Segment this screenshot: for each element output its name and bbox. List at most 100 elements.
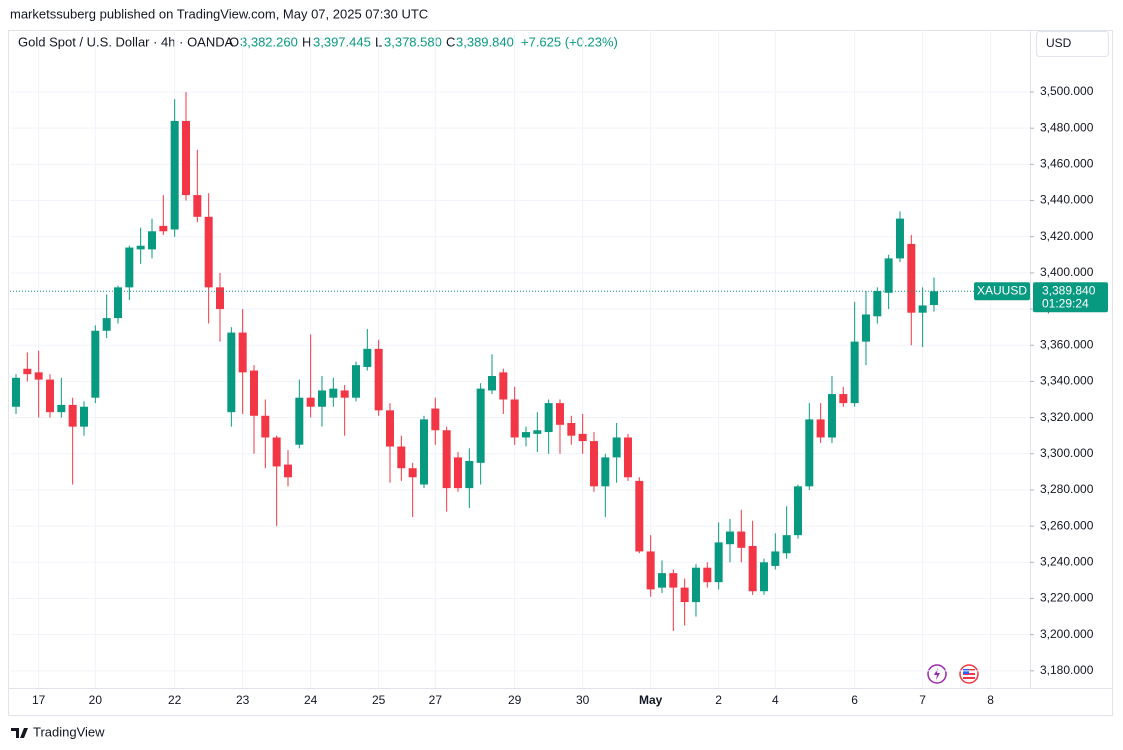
candle-body [567, 423, 576, 436]
candle-body [748, 546, 757, 592]
candle-body [691, 567, 700, 603]
candle-body [850, 341, 859, 404]
candle-body [261, 415, 270, 438]
candle-body [102, 318, 111, 331]
candle-body [861, 314, 870, 342]
candles [12, 92, 938, 632]
candle-body [68, 404, 77, 427]
x-tick-label: 25 [372, 693, 386, 707]
y-tick-label: 3,420.000 [1040, 229, 1094, 243]
y-tick-label: 3,400.000 [1040, 265, 1094, 279]
candle-body [215, 287, 224, 310]
x-tick-label: May [639, 693, 663, 707]
candle-body [125, 247, 134, 288]
candle-body [408, 468, 417, 478]
currency-label: USD [1046, 36, 1072, 50]
event-icon-glyph [934, 668, 940, 680]
open-value: 3,382.260 [240, 34, 298, 49]
candle-body [839, 394, 848, 404]
candle-body [782, 535, 791, 554]
flag-canton [963, 669, 969, 674]
candle-body [295, 397, 304, 445]
candle-body [45, 379, 54, 413]
price-tag-countdown: 01:29:24 [1042, 296, 1089, 310]
candle-body [793, 486, 802, 536]
x-tick-label: 20 [89, 693, 103, 707]
candle-body [397, 446, 406, 469]
candle-body [714, 542, 723, 583]
y-tick-label: 3,480.000 [1040, 120, 1094, 134]
x-tick-label: 23 [236, 693, 250, 707]
y-tick-label: 3,220.000 [1040, 591, 1094, 605]
price-tag-value: 3,389.840 [1042, 283, 1096, 297]
candle-body [725, 531, 734, 545]
y-tick-label: 3,360.000 [1040, 337, 1094, 351]
currency-box[interactable] [1036, 31, 1109, 57]
x-tick-label: 4 [772, 693, 779, 707]
chart-frame [8, 30, 1113, 716]
candle-body [805, 419, 814, 487]
candle-body [272, 437, 281, 467]
symbol-title: Gold Spot / U.S. Dollar · 4h · OANDA [18, 34, 234, 49]
candle-body [465, 460, 474, 489]
candle-body [623, 437, 632, 478]
symbol-tag-text: XAUUSD [977, 283, 1027, 297]
x-tick-label: 7 [919, 693, 926, 707]
candle-body [306, 397, 315, 407]
grid [10, 30, 1030, 688]
x-tick-label: 8 [987, 693, 994, 707]
y-tick-label: 3,440.000 [1040, 193, 1094, 207]
candle-body [635, 480, 644, 552]
candle-body [771, 551, 780, 566]
symbol-tag [974, 282, 1030, 301]
candle-body [918, 305, 927, 313]
candle-body [816, 419, 825, 438]
candle-body [895, 218, 904, 259]
candle-body [884, 258, 893, 293]
candle-body [363, 348, 372, 367]
candle-body [929, 291, 938, 305]
y-tick-label: 3,180.000 [1040, 663, 1094, 677]
candle-body [555, 403, 564, 425]
y-tick-label: 3,260.000 [1040, 518, 1094, 532]
x-tick-label: 27 [429, 693, 443, 707]
candle-body [249, 370, 258, 416]
x-tick-label: 6 [851, 693, 858, 707]
candle-body [374, 348, 383, 411]
candle-body [385, 410, 394, 447]
candle-body [57, 404, 66, 413]
candle-body [238, 332, 247, 373]
brand-logo [11, 728, 28, 738]
published-line: marketssuberg published on TradingView.c… [10, 6, 428, 21]
high-value: 3,397.445 [313, 34, 371, 49]
candle-body [487, 375, 496, 391]
candle-body [453, 457, 462, 489]
candle-body [136, 245, 145, 250]
candle-body [737, 531, 746, 548]
x-tick-label: 2 [715, 693, 722, 707]
candle-body [23, 368, 32, 375]
candle-body [533, 430, 542, 434]
candle-body [499, 372, 508, 400]
candle-body [680, 587, 689, 603]
y-tick-label: 3,300.000 [1040, 446, 1094, 460]
price-tag [1033, 282, 1108, 313]
y-tick-label: 3,240.000 [1040, 554, 1094, 568]
candle-body [703, 567, 712, 583]
candle-body [91, 330, 100, 398]
event-icons [927, 664, 979, 684]
candle-body [646, 551, 655, 590]
open-label: O [229, 34, 239, 49]
candle-body [759, 562, 768, 592]
candle-body [521, 432, 530, 438]
candle-body [329, 388, 338, 398]
y-tick-label: 3,500.000 [1040, 84, 1094, 98]
candle-body [193, 195, 202, 217]
candle-body [79, 406, 88, 427]
y-tick-label: 3,280.000 [1040, 482, 1094, 496]
candle-body [351, 365, 360, 398]
candle-body [589, 441, 598, 487]
low-value: 3,378.580 [384, 34, 442, 49]
candle-body [227, 332, 236, 413]
